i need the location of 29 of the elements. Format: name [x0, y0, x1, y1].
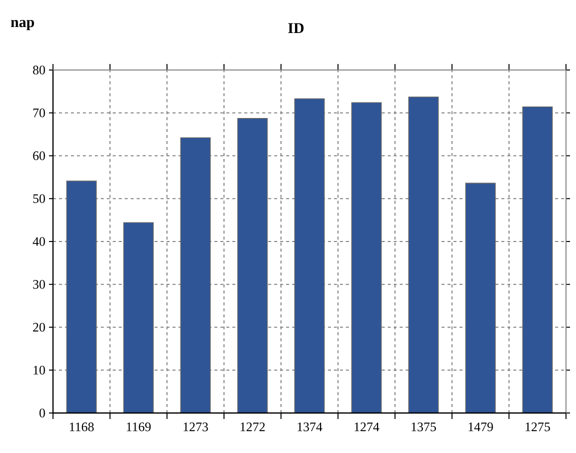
bar: [180, 137, 211, 414]
bar: [465, 182, 496, 414]
y-tick-label: 0: [40, 408, 45, 418]
x-tick-label: 1273: [184, 422, 208, 432]
bar: [522, 106, 553, 414]
y-tick-label: 10: [34, 366, 45, 374]
x-tick-label: 1479: [468, 422, 493, 432]
y-tick-label: 70: [33, 108, 45, 118]
bar: [351, 102, 382, 414]
bar: [237, 118, 268, 414]
y-tick-label: 50: [33, 194, 45, 203]
x-tick-label: 1374: [298, 422, 322, 432]
x-tick-label: 1168: [70, 422, 94, 432]
x-tick-label: 1272: [240, 422, 265, 432]
y-tick-label: 30: [33, 280, 45, 289]
bar: [408, 96, 439, 414]
y-tick-label: 80: [33, 66, 45, 74]
bar: [294, 98, 325, 414]
y-tick-label: 60: [33, 151, 45, 160]
y-tick-label: 40: [32, 237, 45, 246]
y-tick-label: 20: [33, 322, 45, 332]
x-tick-label: 1275: [526, 422, 550, 432]
x-tick-label: 1375: [412, 422, 436, 432]
bar: [123, 222, 154, 414]
x-tick-label: 1169: [126, 422, 151, 432]
bar: [66, 180, 97, 414]
y-axis-title: nap: [10, 20, 34, 30]
x-tick-label: 1274: [354, 422, 380, 432]
chart-title: ID: [288, 23, 304, 34]
